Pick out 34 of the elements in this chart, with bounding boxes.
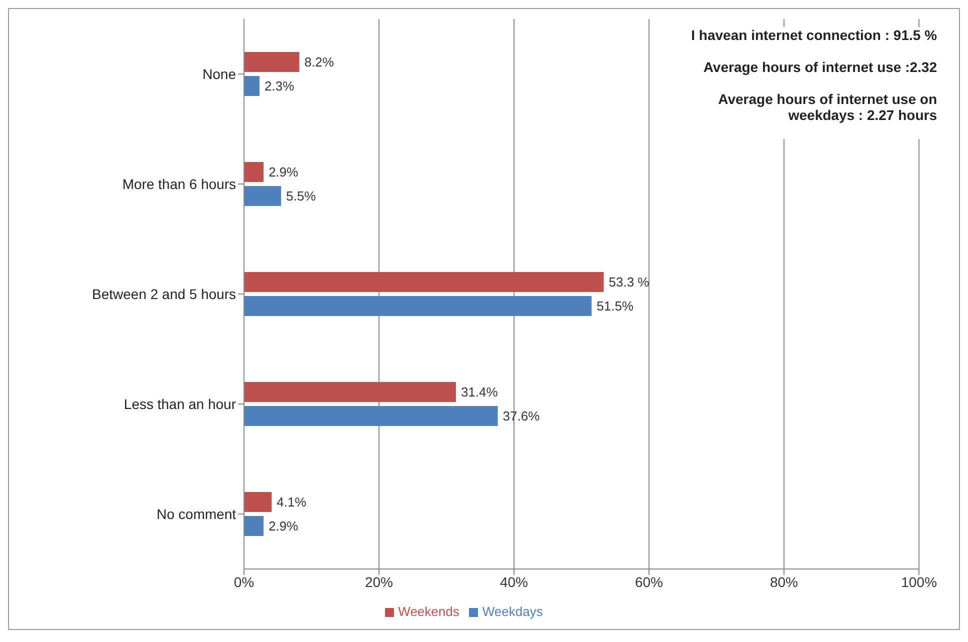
bar	[244, 186, 282, 206]
bar	[244, 272, 604, 292]
data-label: 31.4%	[460, 384, 498, 400]
annotation: Average hours of internet use :2.32	[702, 59, 937, 75]
annotation: Average hours of internet use on weekdays : 2.27 hours	[717, 91, 937, 123]
x-tick-label: 40%	[500, 574, 528, 590]
bar	[244, 162, 264, 182]
data-label: 51.5%	[596, 298, 634, 314]
legend-label: Weekends	[398, 604, 460, 619]
bar	[244, 52, 300, 72]
bar	[244, 516, 264, 536]
data-label: 2.3%	[264, 78, 295, 94]
bar	[244, 492, 272, 512]
x-tick-label: 60%	[634, 574, 664, 590]
data-label: 2.9%	[268, 518, 299, 534]
bar	[244, 382, 456, 402]
bar	[244, 296, 592, 316]
data-label: 2.9%	[268, 164, 299, 180]
data-label: 5.5%	[286, 188, 316, 204]
y-tick-label: Between 2 and 5 hours	[92, 286, 236, 302]
y-tick-label: Less than an hour	[124, 396, 236, 412]
legend-label: Weekdays	[482, 604, 543, 619]
x-tick-label: 0%	[234, 574, 254, 590]
y-tick-label: More than 6 hours	[122, 176, 236, 192]
y-tick-label: None	[202, 66, 236, 82]
data-label: 4.1%	[276, 494, 307, 510]
bar	[244, 406, 498, 426]
x-tick-label: 100%	[901, 574, 937, 590]
data-label: 8.2%	[304, 54, 334, 70]
x-tick-label: 20%	[364, 574, 394, 590]
x-tick-label: 80%	[770, 574, 798, 590]
y-tick-label: No comment	[156, 506, 236, 522]
bar	[244, 76, 260, 96]
annotation: I havean internet connection : 91.5 %	[690, 27, 937, 43]
